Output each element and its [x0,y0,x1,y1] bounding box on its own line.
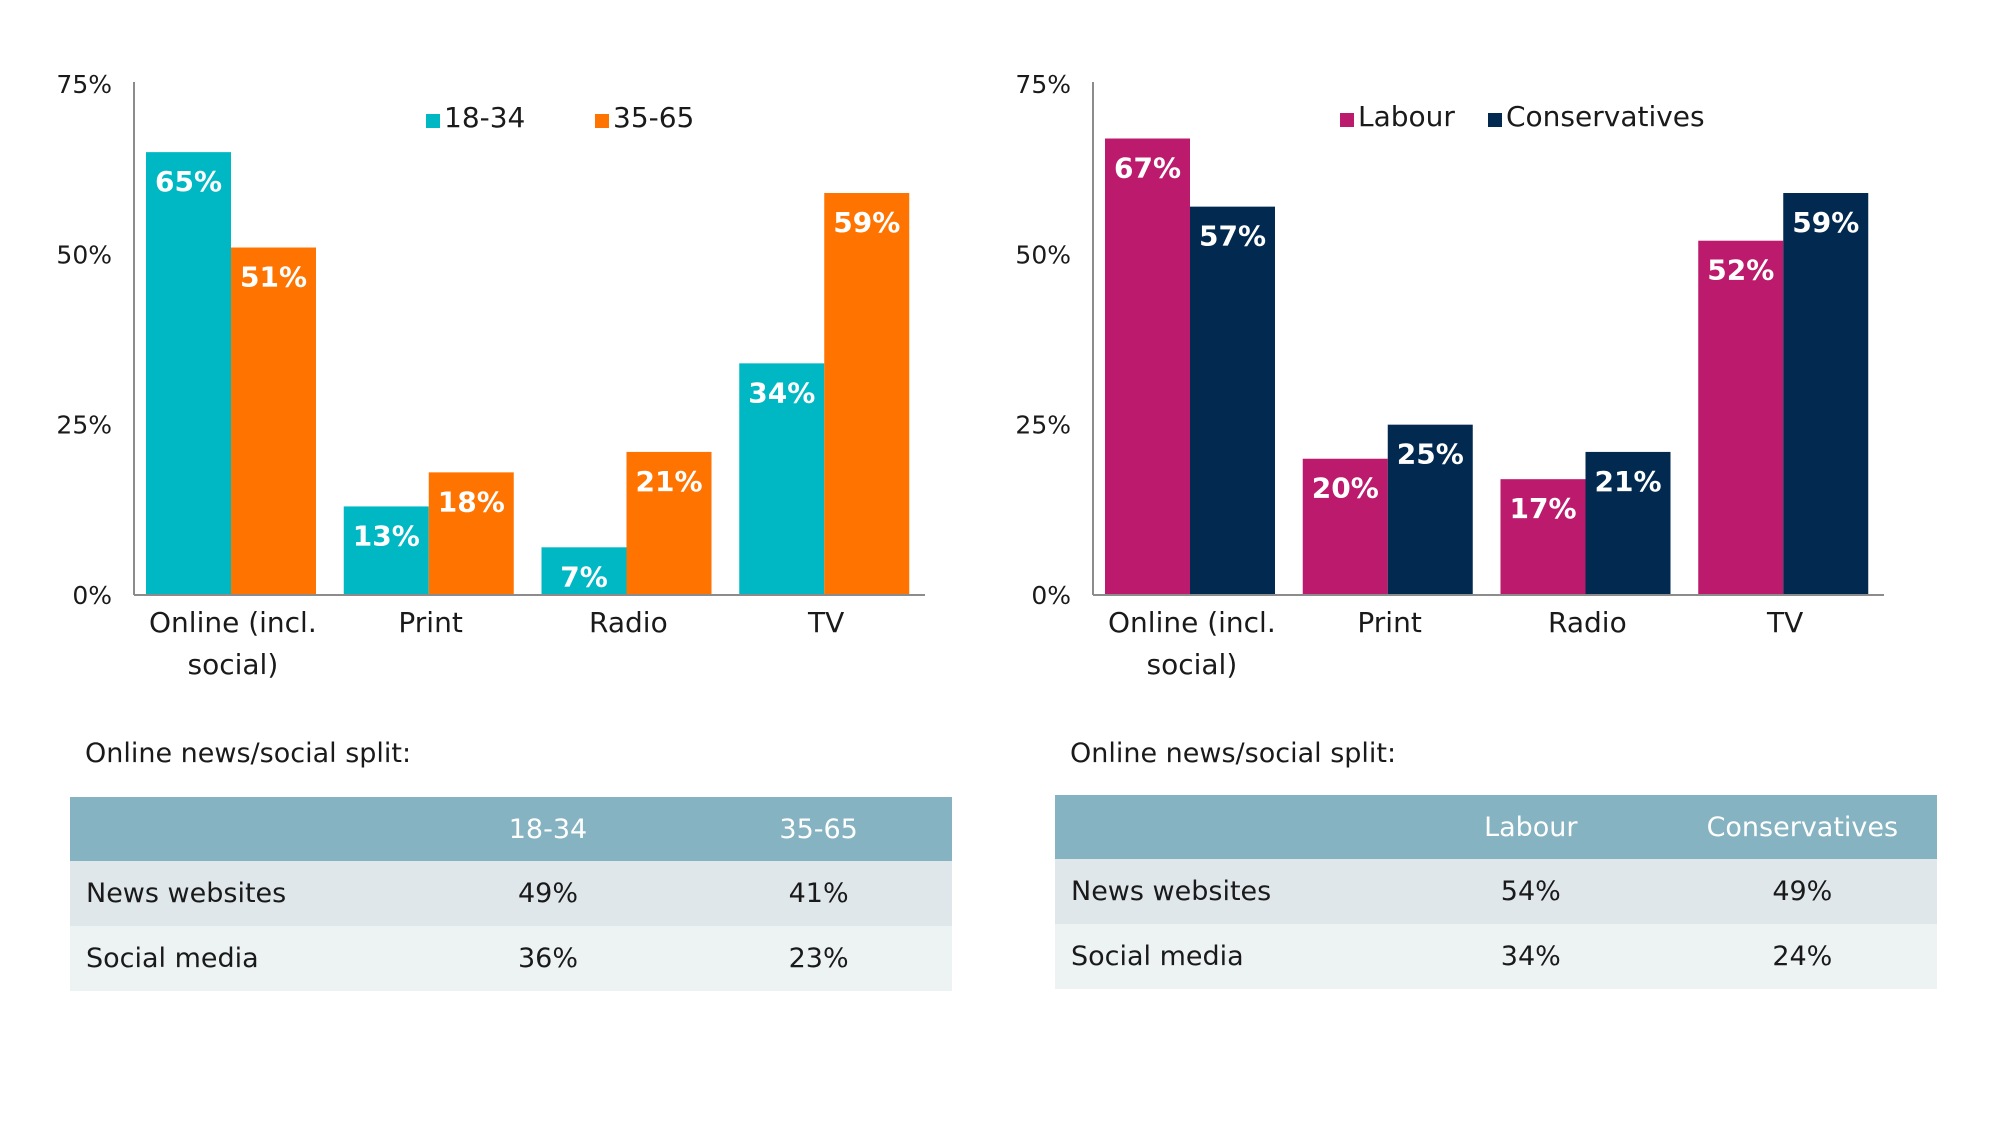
bar-value-label: 7% [560,560,608,593]
table-cell: Social media [1055,924,1394,989]
y-tick-label: 50% [1015,240,1071,269]
table-cell: Social media [70,926,411,991]
bar [824,193,910,595]
bar [626,451,712,595]
age-split-title: Online news/social split: [85,738,412,769]
table-cell: News websites [1055,859,1394,924]
table-header-cell: Labour [1393,795,1668,859]
table-cell: 23% [685,926,952,991]
x-tick-label: social) [1146,648,1237,681]
x-tick-label: Print [398,606,462,639]
y-tick-label: 25% [56,411,112,440]
legend-swatch [1488,113,1502,127]
y-tick-label: 0% [1031,581,1071,610]
bar-value-label: 20% [1312,472,1379,505]
y-tick-label: 25% [1015,411,1071,440]
legend-swatch [595,114,609,128]
bar-value-label: 57% [1199,220,1266,253]
table-cell: 54% [1393,859,1668,924]
y-tick-label: 0% [72,581,112,610]
bar-value-label: 21% [1594,465,1661,498]
bar-value-label: 59% [1792,206,1859,239]
legend-label: 35-65 [613,101,694,134]
table-row: News websites 49% 41% [70,861,952,926]
bar [1190,206,1275,595]
x-tick-label: TV [807,606,844,639]
table-header-row: 18-34 35-65 [70,797,952,861]
table-row: Social media 36% 23% [70,926,952,991]
table-cell: 34% [1393,924,1668,989]
table-row: Social media 34% 24% [1055,924,1937,989]
table-header-cell [70,797,411,861]
table-header-cell: Conservatives [1667,795,1937,859]
table-header-cell: 35-65 [685,797,952,861]
bar-value-label: 18% [438,485,505,518]
bar-value-label: 17% [1509,492,1576,525]
bar [343,506,429,595]
x-tick-label: social) [187,648,278,681]
bar [739,363,825,595]
party-split-title: Online news/social split: [1070,738,1397,769]
x-tick-label: Radio [589,606,668,639]
table-cell: 24% [1667,924,1937,989]
bar-value-label: 65% [155,165,222,198]
legend-swatch [1340,113,1354,127]
bar-value-label: 13% [353,519,420,552]
table-header-cell [1055,795,1394,859]
bar [1105,138,1190,596]
bar [1302,458,1388,595]
bar-value-label: 34% [748,376,815,409]
bar [1783,193,1869,595]
bar [1387,424,1473,595]
table-cell: 49% [410,861,686,926]
table-row: News websites 54% 49% [1055,859,1937,924]
bar-value-label: 21% [635,465,702,498]
age-split-table: 18-34 35-65 News websites 49% 41% Social… [70,797,952,991]
bar [428,472,514,595]
table-header-cell: 18-34 [410,797,686,861]
bar-value-label: 59% [833,206,900,239]
bar [146,152,231,595]
bar-value-label: 67% [1114,152,1181,185]
table-cell: 36% [410,926,686,991]
age-group-chart: 0% 25% 50% 75% 65% 13% 7% 34% 51% 18% 21% 59% Online… [56,70,925,681]
party-split-table: Labour Conservatives News websites 54% 4… [1055,795,1937,989]
bar [231,247,316,595]
x-tick-label: TV [1766,606,1803,639]
x-tick-label: Radio [1548,606,1627,639]
legend-swatch [426,114,440,128]
bar [1698,240,1784,595]
table-cell: 49% [1667,859,1937,924]
y-tick-label: 75% [1015,70,1071,99]
bar-value-label: 51% [240,261,307,294]
table-cell: 41% [685,861,952,926]
table-header-row: Labour Conservatives [1055,795,1937,859]
party-chart: 0% 25% 50% 75% 67% 20% 17% 52% 57% 25% 21% 59% Onlin… [1015,70,1884,681]
x-tick-label: Online (incl. [1108,606,1276,639]
legend-label: Labour [1358,100,1455,133]
x-tick-label: Print [1357,606,1421,639]
legend-label: Conservatives [1506,100,1705,133]
legend-label: 18-34 [444,101,525,134]
bar-value-label: 52% [1707,254,1774,287]
y-tick-label: 50% [56,240,112,269]
bar [1500,479,1586,595]
y-tick-label: 75% [56,70,112,99]
bar-value-label: 25% [1397,438,1464,471]
x-tick-label: Online (incl. [149,606,317,639]
bar [541,547,627,595]
table-cell: News websites [70,861,411,926]
bar [1585,451,1671,595]
